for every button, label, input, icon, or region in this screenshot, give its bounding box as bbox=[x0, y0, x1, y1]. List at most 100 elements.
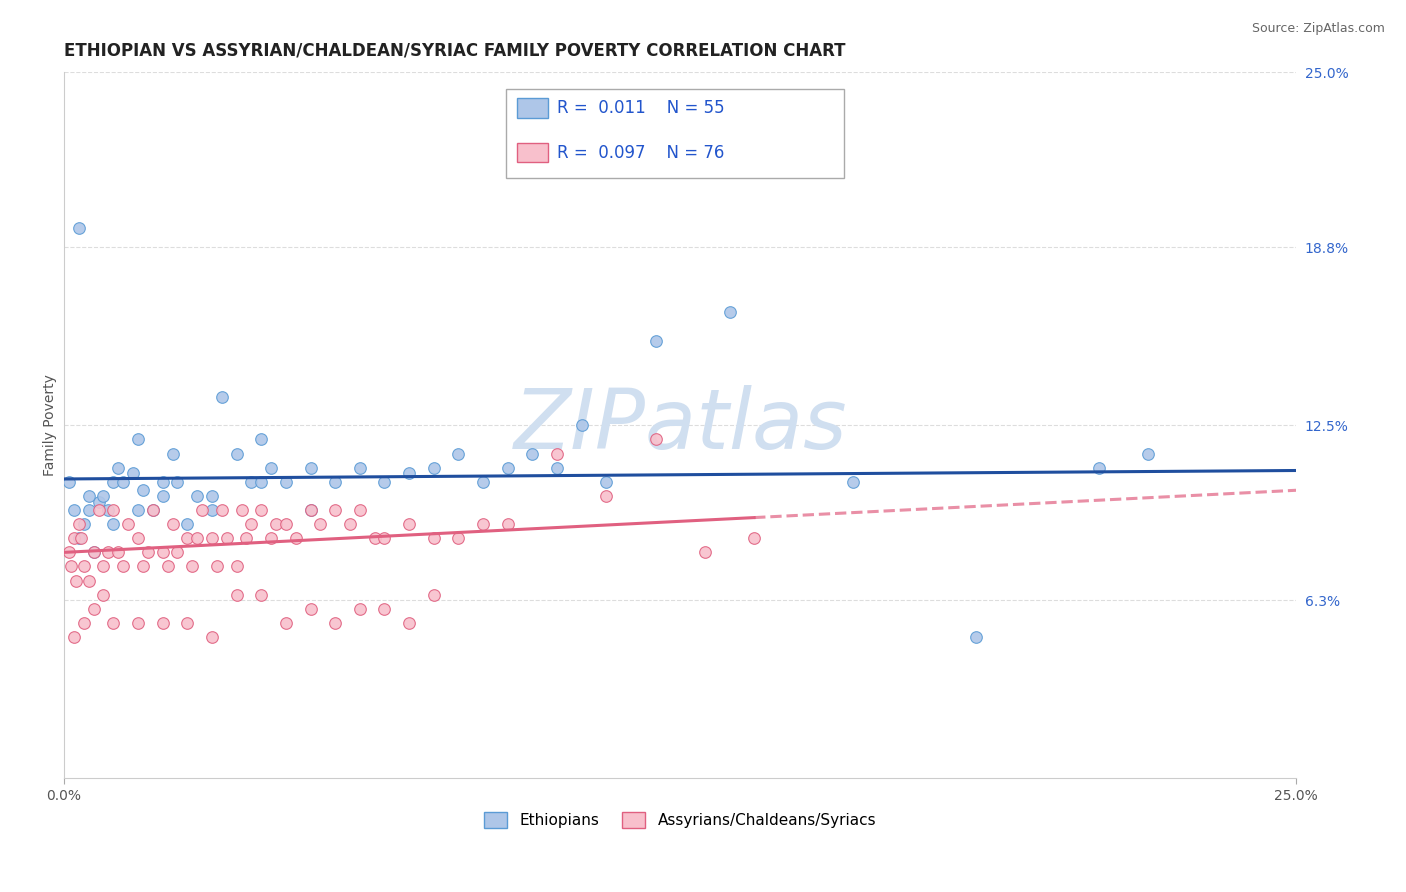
Point bbox=[142, 503, 165, 517]
Point bbox=[231, 503, 253, 517]
Point bbox=[373, 602, 395, 616]
Text: ETHIOPIAN VS ASSYRIAN/CHALDEAN/SYRIAC FAMILY POVERTY CORRELATION CHART: ETHIOPIAN VS ASSYRIAN/CHALDEAN/SYRIAC FA… bbox=[65, 42, 845, 60]
Point bbox=[122, 467, 145, 481]
Point bbox=[373, 475, 395, 489]
Point bbox=[205, 559, 228, 574]
Point bbox=[83, 602, 105, 616]
Point bbox=[546, 460, 568, 475]
Point bbox=[67, 517, 90, 532]
Point bbox=[235, 531, 257, 545]
Point bbox=[112, 475, 135, 489]
Point bbox=[250, 475, 273, 489]
Point bbox=[152, 615, 174, 630]
Point bbox=[250, 503, 273, 517]
Point bbox=[162, 517, 184, 532]
Point bbox=[67, 220, 90, 235]
Point bbox=[97, 545, 120, 559]
Point bbox=[299, 503, 322, 517]
Y-axis label: Family Poverty: Family Poverty bbox=[44, 375, 58, 476]
Point bbox=[274, 517, 297, 532]
Point bbox=[65, 574, 87, 588]
Point bbox=[260, 531, 283, 545]
Point bbox=[225, 588, 247, 602]
Point bbox=[87, 503, 110, 517]
Point bbox=[250, 433, 273, 447]
Point bbox=[83, 545, 105, 559]
Point bbox=[215, 531, 238, 545]
Point bbox=[309, 517, 332, 532]
Point bbox=[132, 483, 155, 498]
Point bbox=[176, 517, 198, 532]
Text: R =  0.011    N = 55: R = 0.011 N = 55 bbox=[557, 99, 724, 117]
Point bbox=[103, 615, 125, 630]
Point bbox=[201, 503, 224, 517]
Text: ZIPatlas: ZIPatlas bbox=[513, 384, 846, 466]
Point bbox=[339, 517, 361, 532]
Point bbox=[103, 517, 125, 532]
Point bbox=[398, 615, 420, 630]
Point bbox=[73, 615, 96, 630]
Point bbox=[117, 517, 139, 532]
Point bbox=[103, 475, 125, 489]
Point bbox=[63, 531, 86, 545]
Point bbox=[181, 559, 204, 574]
Point bbox=[225, 559, 247, 574]
Point bbox=[644, 433, 666, 447]
Point bbox=[718, 305, 741, 319]
Point bbox=[201, 531, 224, 545]
Point bbox=[112, 559, 135, 574]
Point bbox=[63, 630, 86, 644]
Point bbox=[349, 503, 371, 517]
Point bbox=[103, 503, 125, 517]
Point bbox=[191, 503, 214, 517]
Point bbox=[70, 531, 93, 545]
Point bbox=[323, 503, 346, 517]
Text: Source: ZipAtlas.com: Source: ZipAtlas.com bbox=[1251, 22, 1385, 36]
Point bbox=[73, 517, 96, 532]
Point bbox=[58, 545, 80, 559]
Point bbox=[142, 503, 165, 517]
Point bbox=[274, 615, 297, 630]
Point bbox=[595, 475, 617, 489]
Point bbox=[323, 475, 346, 489]
Point bbox=[546, 446, 568, 460]
Point bbox=[240, 475, 263, 489]
Point bbox=[201, 630, 224, 644]
Point bbox=[841, 475, 863, 489]
Point bbox=[166, 545, 188, 559]
Point bbox=[349, 460, 371, 475]
Point bbox=[73, 559, 96, 574]
Point bbox=[225, 446, 247, 460]
Point bbox=[97, 503, 120, 517]
Point bbox=[323, 615, 346, 630]
Point bbox=[152, 545, 174, 559]
Point bbox=[67, 531, 90, 545]
Point bbox=[136, 545, 159, 559]
Point bbox=[107, 545, 129, 559]
Point bbox=[299, 503, 322, 517]
Point bbox=[186, 489, 208, 503]
Point bbox=[87, 494, 110, 508]
Point bbox=[264, 517, 287, 532]
Point bbox=[423, 531, 446, 545]
Point bbox=[127, 503, 149, 517]
Point bbox=[496, 460, 519, 475]
Point bbox=[260, 460, 283, 475]
Point bbox=[77, 503, 100, 517]
Point bbox=[1088, 460, 1111, 475]
Point bbox=[127, 615, 149, 630]
Point bbox=[93, 588, 115, 602]
Point bbox=[63, 503, 86, 517]
Point bbox=[373, 531, 395, 545]
Point bbox=[127, 531, 149, 545]
Point bbox=[1137, 446, 1160, 460]
Point bbox=[152, 489, 174, 503]
Point bbox=[77, 574, 100, 588]
Point bbox=[93, 489, 115, 503]
Point bbox=[299, 602, 322, 616]
Point bbox=[107, 460, 129, 475]
Point bbox=[447, 531, 470, 545]
Point bbox=[166, 475, 188, 489]
Point bbox=[211, 390, 233, 404]
Point bbox=[250, 588, 273, 602]
